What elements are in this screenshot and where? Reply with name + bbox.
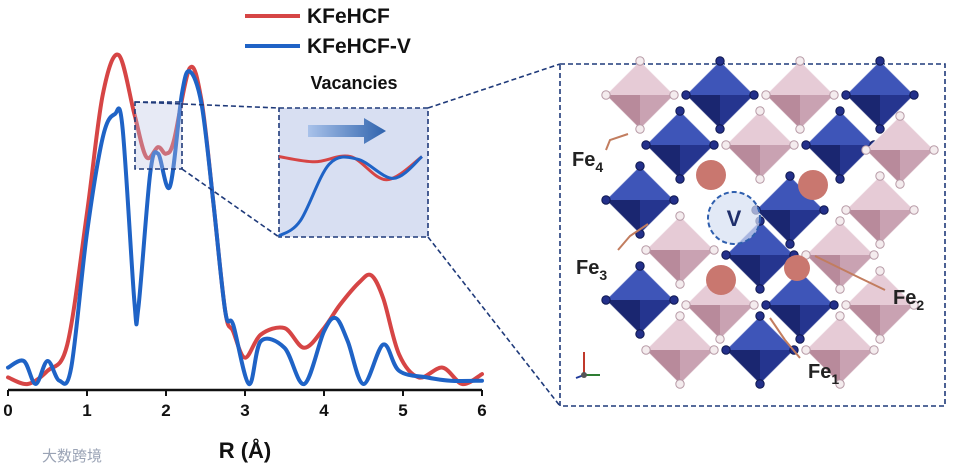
series-line-kfehcf-v xyxy=(6,69,484,387)
shift-arrow-icon xyxy=(308,118,386,144)
fe1-leader xyxy=(769,317,801,359)
fe-octahedron-light xyxy=(601,56,679,134)
fe-octahedron-light xyxy=(761,56,839,134)
x-tick-label: 4 xyxy=(319,401,329,420)
x-tick-label: 0 xyxy=(3,401,12,420)
k-ion xyxy=(798,170,828,200)
fe4-label: Fe4 xyxy=(572,149,603,175)
fe2-leader xyxy=(814,255,886,291)
zoom-connector-bottom xyxy=(181,168,280,238)
crystal-structure-panel: V Fe4 Fe3 Fe2 Fe1 xyxy=(559,56,946,407)
fe-octahedron-dark xyxy=(601,161,679,239)
lattice-group xyxy=(601,56,939,389)
vacancy-site xyxy=(707,191,761,245)
fe-octahedron-dark xyxy=(721,311,799,389)
x-tick-label: 5 xyxy=(398,401,407,420)
fe-octahedron-light xyxy=(641,311,719,389)
fe-octahedron-light xyxy=(801,311,879,389)
fe-octahedron-light xyxy=(841,171,919,249)
inset-line-kfehcf-v xyxy=(278,155,423,238)
zoom-connector-top xyxy=(134,101,280,109)
fe4-leader xyxy=(605,133,629,151)
legend-label-kfehcf-v: KFeHCF-V xyxy=(307,35,411,58)
fe-octahedron-light xyxy=(841,266,919,344)
chart-series-group xyxy=(6,52,484,387)
k-ion xyxy=(706,265,736,295)
fe3-leader xyxy=(617,223,649,251)
ft-exafs-chart: 0 1 2 3 4 5 6 R (Å) xyxy=(3,52,487,463)
fe-octahedron-dark xyxy=(721,216,799,294)
fe-octahedron-dark xyxy=(681,56,759,134)
watermark-text: 大数跨境 xyxy=(42,447,102,465)
fe-octahedron-dark xyxy=(641,106,719,184)
fe-octahedron-light xyxy=(641,211,719,289)
legend-label-kfehcf: KFeHCF xyxy=(307,5,390,28)
vacancy-label: V xyxy=(727,206,742,231)
x-axis-title: R (Å) xyxy=(219,437,272,463)
zoom-indicator xyxy=(134,101,280,238)
zoom-region-box xyxy=(134,101,183,170)
k-ion xyxy=(696,160,726,190)
panel-connector-bottom xyxy=(427,236,561,407)
fe3-label: Fe3 xyxy=(576,257,607,283)
x-axis-ticks: 0 1 2 3 4 5 6 xyxy=(3,390,487,420)
x-tick-label: 3 xyxy=(240,401,249,420)
inset-series-group xyxy=(278,154,423,238)
vacancies-inset: Vacancies xyxy=(278,73,429,238)
panel-connector-top xyxy=(427,63,561,109)
x-tick-label: 1 xyxy=(82,401,91,420)
fe-octahedron-dark xyxy=(601,261,679,339)
x-tick-label: 6 xyxy=(477,401,486,420)
fe-octahedron-light xyxy=(721,106,799,184)
inset-title: Vacancies xyxy=(310,73,397,93)
k-ion xyxy=(784,255,810,281)
axis-triad-icon xyxy=(575,352,600,379)
fe1-label: Fe1 xyxy=(808,361,839,387)
fe-octahedron-light xyxy=(861,111,939,189)
x-tick-label: 2 xyxy=(161,401,170,420)
fe2-label: Fe2 xyxy=(893,287,924,313)
legend: KFeHCF KFeHCF-V xyxy=(245,5,411,58)
fe-octahedron-dark xyxy=(841,56,919,134)
